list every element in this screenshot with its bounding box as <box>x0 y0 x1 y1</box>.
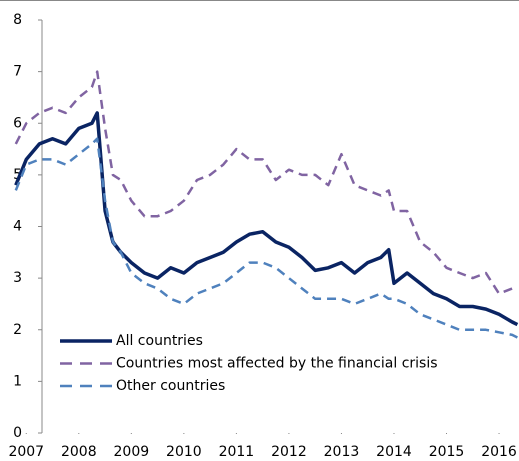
x-tick-label: 2012 <box>271 444 307 460</box>
series-line <box>14 137 518 339</box>
y-tick-label: 7 <box>13 64 22 80</box>
x-tick-label: 2009 <box>114 444 150 460</box>
legend-label: Countries most affected by the financial… <box>116 356 438 372</box>
series-line <box>14 70 518 295</box>
x-tick-label: 2015 <box>429 444 465 460</box>
x-tick-label: 2008 <box>61 444 97 460</box>
y-tick-label: 6 <box>13 115 22 131</box>
x-tick-label: 2010 <box>166 444 202 460</box>
legend-label: All countries <box>116 333 203 349</box>
y-tick-label: 4 <box>13 219 22 235</box>
y-tick-label: 1 <box>13 373 22 389</box>
y-tick-label: 3 <box>13 270 22 286</box>
y-tick-label: 0 <box>13 425 22 441</box>
x-tick-label: 2016 <box>481 444 517 460</box>
x-tick-label: 2007 <box>8 444 44 460</box>
y-tick-label: 2 <box>13 322 22 338</box>
x-tick-label: 2013 <box>324 444 360 460</box>
legend-label: Other countries <box>116 378 225 394</box>
x-tick-label: 2014 <box>376 444 412 460</box>
x-tick-label: 2011 <box>219 444 255 460</box>
y-tick-label: 5 <box>13 167 22 183</box>
y-tick-label: 8 <box>13 12 22 28</box>
series-line <box>14 111 519 327</box>
